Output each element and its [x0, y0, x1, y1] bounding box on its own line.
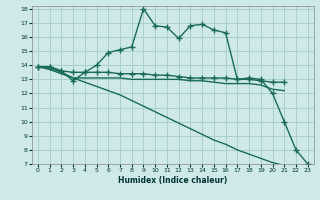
X-axis label: Humidex (Indice chaleur): Humidex (Indice chaleur)	[118, 176, 228, 185]
